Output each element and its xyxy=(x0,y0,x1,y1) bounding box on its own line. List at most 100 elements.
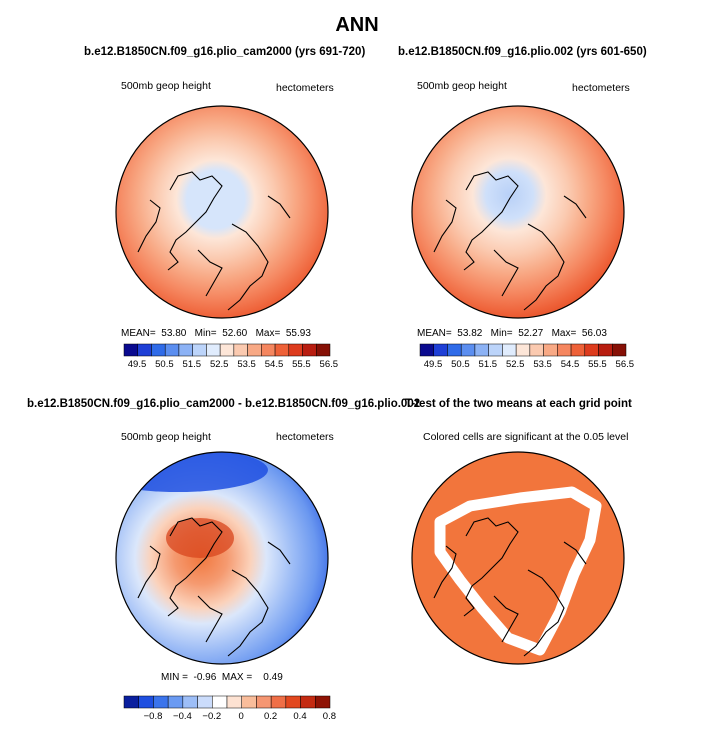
colorbar-tick-label: 50.5 xyxy=(451,359,470,370)
panel3-map xyxy=(115,451,329,665)
colorbar-cell xyxy=(288,343,303,357)
colorbar-cell xyxy=(153,695,169,709)
colorbar-cell xyxy=(302,343,317,357)
colorbar-tick-label: 49.5 xyxy=(128,359,147,370)
panel3-right-label: hectometers xyxy=(276,431,334,443)
colorbar-tick-label: 51.5 xyxy=(183,359,202,370)
colorbar-cell xyxy=(256,695,272,709)
colorbar-cell xyxy=(241,695,257,709)
colorbar-cell xyxy=(182,695,198,709)
colorbar-cell xyxy=(447,343,462,357)
colorbar-tick-label: −0.2 xyxy=(202,711,221,722)
colorbar-cell xyxy=(316,343,331,357)
min-label: Min= xyxy=(194,328,217,339)
panel1-title: b.e12.B1850CN.f09_g16.plio_cam2000 (yrs … xyxy=(84,46,366,58)
colorbar-cell xyxy=(543,343,558,357)
colorbar-cell xyxy=(612,343,627,357)
colorbar-tick-label: 51.5 xyxy=(479,359,498,370)
colorbar-panel1: 49.5 50.5 51.5 52.5 53.5 54.5 55.5 56.5 xyxy=(123,343,339,370)
colorbar-tick-label: 56.5 xyxy=(320,359,339,370)
colorbar-tick-label: 0.8 xyxy=(323,711,336,722)
min-value: -0.96 xyxy=(193,672,217,683)
colorbar-cell xyxy=(315,695,331,709)
colorbar-cell xyxy=(460,343,476,357)
max-value: 0.49 xyxy=(263,672,283,683)
colorbar-cell xyxy=(151,343,166,357)
panel3-title: b.e12.B1850CN.f09_g16.plio_cam2000 - b.e… xyxy=(27,398,421,410)
panel4-title: T-test of the two means at each grid poi… xyxy=(405,398,632,410)
min-label: Min= xyxy=(490,328,513,339)
max-label: Max= xyxy=(255,328,281,339)
colorbar-cell xyxy=(488,343,503,357)
colorbar-cell xyxy=(419,343,434,357)
colorbar-cell xyxy=(529,343,544,357)
mean-label: MEAN= xyxy=(121,328,156,339)
colorbar-cell xyxy=(212,695,228,709)
panel4-map xyxy=(411,451,625,665)
colorbar-cell xyxy=(164,343,180,357)
colorbar-cell xyxy=(274,343,290,357)
colorbar-cell xyxy=(502,343,517,357)
colorbar-cell xyxy=(206,343,221,357)
colorbar-cell xyxy=(598,343,613,357)
panel2-map xyxy=(411,105,625,319)
colorbar-cell xyxy=(167,695,184,709)
colorbar-cell xyxy=(226,695,242,709)
max-label: MAX = xyxy=(221,672,253,683)
colorbar-tick-label: 54.5 xyxy=(561,359,580,370)
colorbar-cell xyxy=(584,343,599,357)
colorbar-tick-label: 53.5 xyxy=(533,359,552,370)
colorbar-cell xyxy=(570,343,586,357)
colorbar-cell xyxy=(247,343,262,357)
min-value: 52.27 xyxy=(518,328,544,339)
colorbar-tick-label: 52.5 xyxy=(210,359,229,370)
colorbar-cell xyxy=(219,343,235,357)
colorbar-cell xyxy=(197,695,213,709)
mean-value: 53.80 xyxy=(161,328,187,339)
min-value: 52.60 xyxy=(222,328,248,339)
colorbar-tick-label: 52.5 xyxy=(506,359,525,370)
panel3-left-label: 500mb geop height xyxy=(121,431,211,443)
colorbar-panel2: 49.5 50.5 51.5 52.5 53.5 54.5 55.5 56.5 xyxy=(419,343,635,370)
max-value: 55.93 xyxy=(285,328,311,339)
colorbar-cell xyxy=(138,695,154,709)
colorbar-cell xyxy=(285,695,301,709)
panel1-left-label: 500mb geop height xyxy=(121,80,211,92)
colorbar-diff: −0.8 −0.4 −0.2 0 0.2 0.4 0.8 xyxy=(123,695,336,722)
min-label: MIN = xyxy=(161,672,188,683)
colorbar-cell xyxy=(270,695,287,709)
colorbar-tick-label: −0.4 xyxy=(173,711,192,722)
colorbar-cell xyxy=(557,343,572,357)
colorbar-cell xyxy=(123,695,139,709)
main-title: ANN xyxy=(335,14,379,36)
colorbar-cell xyxy=(178,343,193,357)
colorbar-cell xyxy=(300,695,316,709)
colorbar-cell xyxy=(474,343,489,357)
colorbar-tick-label: 0 xyxy=(239,711,244,722)
max-label: Max= xyxy=(551,328,577,339)
panel2-right-label: hectometers xyxy=(572,82,630,94)
panel2-title: b.e12.B1850CN.f09_g16.plio.002 (yrs 601-… xyxy=(398,46,647,58)
panel2-left-label: 500mb geop height xyxy=(417,80,507,92)
panel1-stats: MEAN= 53.80 Min= 52.60 Max= 55.93 xyxy=(121,328,311,339)
max-value: 56.03 xyxy=(581,328,607,339)
colorbar-tick-label: 53.5 xyxy=(237,359,256,370)
colorbar-tick-label: 56.5 xyxy=(616,359,635,370)
mean-label: MEAN= xyxy=(417,328,452,339)
colorbar-tick-label: 49.5 xyxy=(424,359,443,370)
panel3-stats: MIN = -0.96 MAX = 0.49 xyxy=(161,672,283,683)
colorbar-cell xyxy=(233,343,248,357)
panel1-right-label: hectometers xyxy=(276,82,334,94)
panel1-map xyxy=(115,105,329,319)
colorbar-tick-label: 0.4 xyxy=(293,711,306,722)
colorbar-cell xyxy=(123,343,138,357)
colorbar-cell xyxy=(192,343,207,357)
panel2-stats: MEAN= 53.82 Min= 52.27 Max= 56.03 xyxy=(417,328,607,339)
colorbar-cell xyxy=(137,343,152,357)
colorbar-cell xyxy=(261,343,276,357)
colorbar-tick-label: 55.5 xyxy=(292,359,311,370)
panel4-subtitle: Colored cells are significant at the 0.0… xyxy=(423,431,629,443)
colorbar-cell xyxy=(515,343,531,357)
colorbar-tick-label: 50.5 xyxy=(155,359,174,370)
